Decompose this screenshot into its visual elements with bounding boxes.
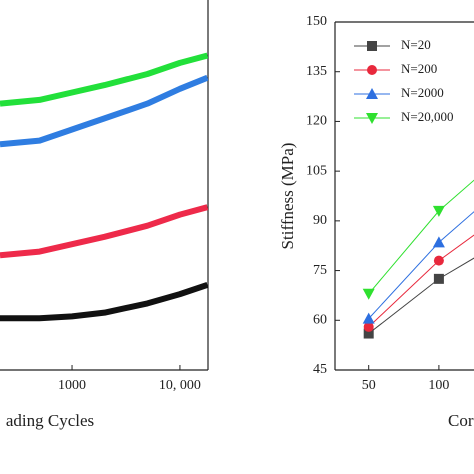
marker bbox=[362, 312, 375, 324]
series-line bbox=[0, 204, 208, 259]
series-line bbox=[368, 257, 474, 334]
series-line bbox=[368, 234, 474, 328]
marker bbox=[433, 255, 444, 266]
y-tick-label: 45 bbox=[313, 362, 327, 377]
x-tick-label: 10, 000 bbox=[159, 378, 201, 393]
series-line bbox=[368, 179, 474, 295]
y-tick-label: 120 bbox=[306, 114, 327, 129]
marker bbox=[367, 65, 377, 75]
marker bbox=[367, 41, 377, 51]
legend-label: N=20,000 bbox=[401, 109, 453, 124]
y-axis-label: Stiffness (MPa) bbox=[278, 143, 297, 250]
series-line bbox=[0, 282, 208, 322]
legend-label: N=200 bbox=[401, 61, 437, 76]
legend-label: N=20 bbox=[401, 37, 431, 52]
series-line bbox=[0, 74, 208, 148]
marker bbox=[362, 288, 375, 300]
y-tick-label: 60 bbox=[313, 313, 327, 328]
y-tick-label: 90 bbox=[313, 213, 327, 228]
y-tick-label: 105 bbox=[306, 163, 327, 178]
plot-area bbox=[0, 52, 208, 322]
series-line bbox=[0, 52, 208, 107]
x-axis-label: ading Cycles bbox=[6, 411, 94, 430]
x-tick-label: 50 bbox=[362, 378, 376, 393]
legend-label: N=2000 bbox=[401, 85, 444, 100]
x-tick-label: 1000 bbox=[58, 378, 86, 393]
x-tick-label: 100 bbox=[428, 378, 449, 393]
x-axis-label: Cor bbox=[448, 411, 474, 430]
marker bbox=[366, 113, 378, 124]
marker bbox=[366, 88, 378, 99]
plot-area bbox=[362, 179, 474, 339]
y-tick-label: 150 bbox=[306, 14, 327, 29]
marker bbox=[363, 321, 374, 332]
y-tick-label: 135 bbox=[306, 64, 327, 79]
y-tick-label: 75 bbox=[313, 263, 327, 278]
marker bbox=[433, 273, 444, 284]
marker bbox=[432, 236, 445, 248]
marker bbox=[363, 328, 374, 339]
marker bbox=[432, 205, 445, 217]
series-line bbox=[368, 211, 474, 319]
